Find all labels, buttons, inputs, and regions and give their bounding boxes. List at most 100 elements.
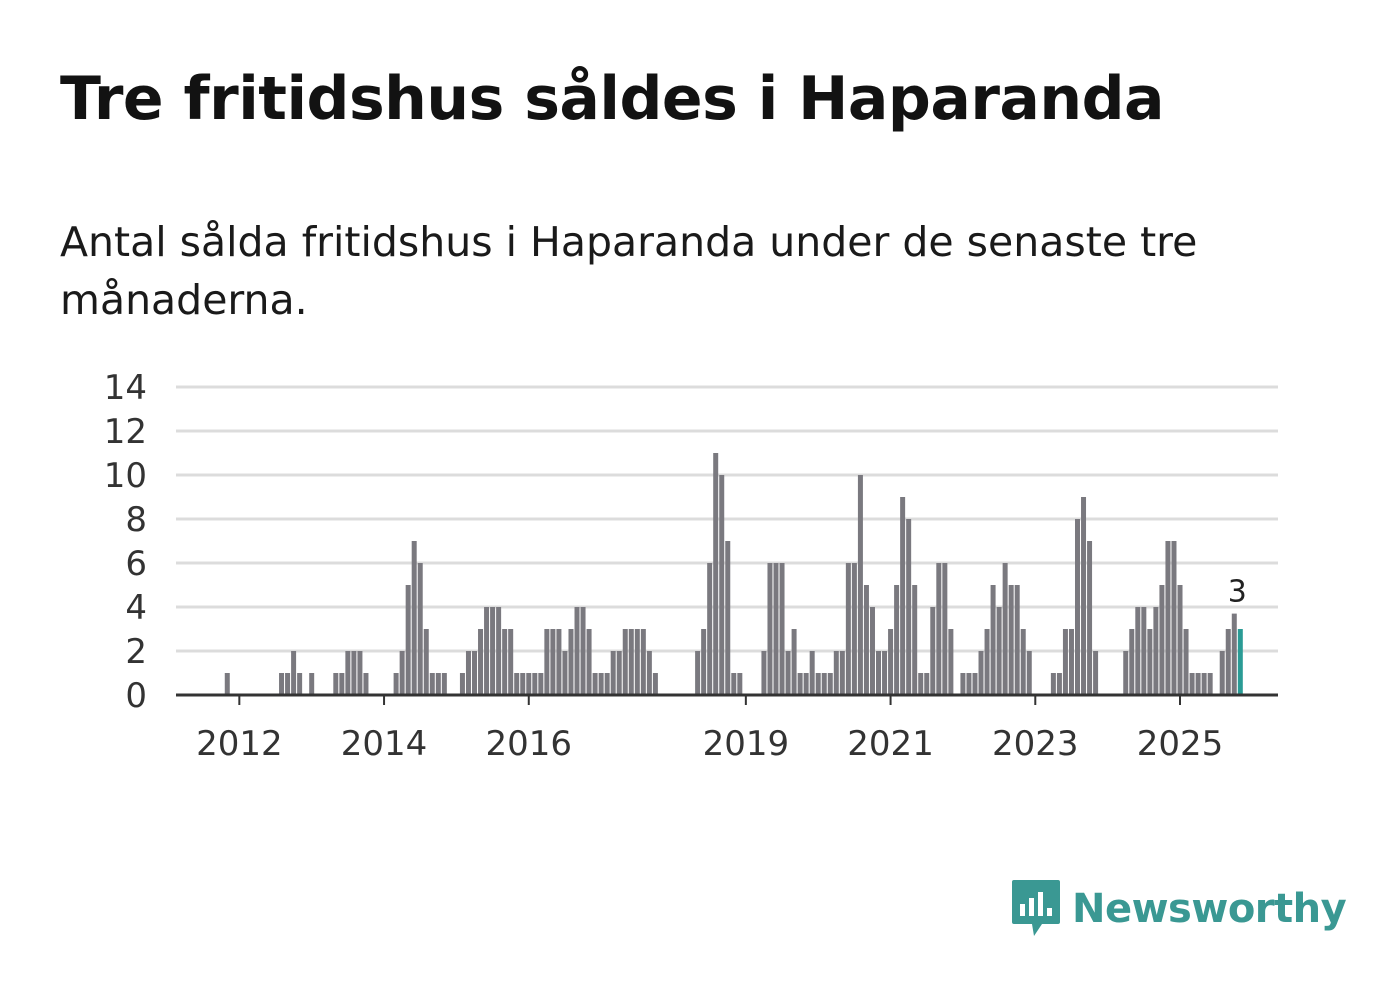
bar xyxy=(731,673,737,695)
bar xyxy=(966,673,972,695)
bar xyxy=(815,673,821,695)
bar xyxy=(773,563,779,695)
x-tick-label: 2012 xyxy=(196,724,283,764)
y-tick-label: 2 xyxy=(125,632,147,672)
bar xyxy=(1056,673,1062,695)
bar xyxy=(900,497,906,695)
bar xyxy=(634,629,640,695)
bar xyxy=(869,607,875,695)
y-tick-label: 10 xyxy=(104,456,147,496)
bar xyxy=(640,629,646,695)
bar xyxy=(478,629,484,695)
bar xyxy=(882,651,888,695)
bar xyxy=(351,651,357,695)
bar xyxy=(357,651,363,695)
y-tick-label: 6 xyxy=(125,544,147,584)
bar xyxy=(821,673,827,695)
bar xyxy=(562,651,568,695)
bar xyxy=(1165,541,1171,695)
bar xyxy=(363,673,369,695)
bar xyxy=(550,629,556,695)
bar xyxy=(839,651,845,695)
bar xyxy=(1141,607,1147,695)
bar xyxy=(1189,673,1195,695)
newsworthy-bar-chart-icon xyxy=(1012,880,1060,936)
bar xyxy=(948,629,954,695)
bar xyxy=(737,673,743,695)
bar xyxy=(1153,607,1159,695)
x-tick-label: 2016 xyxy=(486,724,573,764)
bar xyxy=(1201,673,1207,695)
bar xyxy=(484,607,490,695)
bar xyxy=(785,651,791,695)
bar xyxy=(224,673,230,695)
bar xyxy=(960,673,966,695)
bar xyxy=(918,673,924,695)
bar xyxy=(719,475,725,695)
bar xyxy=(472,651,477,695)
bar xyxy=(930,607,936,695)
bar xyxy=(628,629,634,695)
bar xyxy=(779,563,785,695)
bar xyxy=(279,673,285,695)
bar xyxy=(1068,629,1074,695)
bar xyxy=(616,651,622,695)
bar xyxy=(803,673,809,695)
bar xyxy=(876,651,882,695)
bar xyxy=(435,673,441,695)
bar xyxy=(568,629,574,695)
bar xyxy=(984,629,990,695)
bar xyxy=(797,673,803,695)
bar xyxy=(1123,651,1129,695)
bar xyxy=(1014,585,1020,695)
x-tick-label: 2021 xyxy=(847,724,934,764)
logo-wordmark: Newsworthy xyxy=(1072,886,1347,932)
bar xyxy=(990,585,996,695)
bar xyxy=(1026,651,1032,695)
bar xyxy=(761,651,767,695)
bar xyxy=(417,563,423,695)
bar xyxy=(496,607,502,695)
bar xyxy=(1008,585,1014,695)
bar xyxy=(936,563,942,695)
x-tick-label: 2023 xyxy=(992,724,1079,764)
bar xyxy=(393,673,399,695)
bar xyxy=(622,629,628,695)
bar xyxy=(845,563,851,695)
bar xyxy=(556,629,562,695)
bar xyxy=(345,651,351,695)
bar xyxy=(996,607,1002,695)
bar xyxy=(610,651,616,695)
bar xyxy=(1177,585,1183,695)
bar xyxy=(297,673,303,695)
bar xyxy=(411,541,417,695)
chart-title: Tre fritidshus såldes i Haparanda xyxy=(60,64,1165,134)
bar xyxy=(791,629,797,695)
bar xyxy=(924,673,930,695)
y-tick-label: 4 xyxy=(125,588,147,628)
bar xyxy=(592,673,598,695)
bar xyxy=(429,673,435,695)
bars xyxy=(224,453,1243,695)
x-tick-label: 2014 xyxy=(341,724,428,764)
bar xyxy=(863,585,869,695)
x-tick-label: 2025 xyxy=(1137,724,1224,764)
bar-latest xyxy=(1237,629,1243,695)
bar xyxy=(399,651,405,695)
bar xyxy=(598,673,604,695)
bar xyxy=(514,673,520,695)
bar xyxy=(1225,629,1231,695)
y-tick-label: 12 xyxy=(104,412,147,452)
bar xyxy=(1147,629,1153,695)
bar xyxy=(701,629,707,695)
bar xyxy=(972,673,978,695)
bar xyxy=(713,453,719,695)
bar xyxy=(1002,563,1008,695)
bar xyxy=(1081,497,1087,695)
bar xyxy=(1159,585,1165,695)
bar xyxy=(1183,629,1189,695)
bar xyxy=(851,563,857,695)
bar xyxy=(767,563,773,695)
